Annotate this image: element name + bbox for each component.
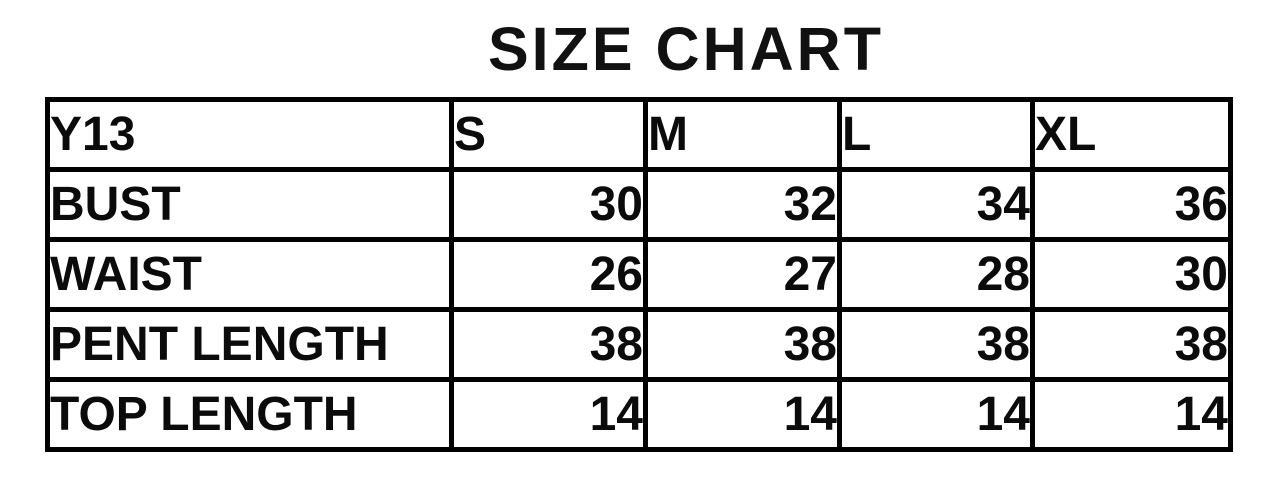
header-cell-size-l: L [837, 97, 1035, 172]
measurement-value: 30 [449, 167, 648, 242]
table-header-row: Y13 S M L XL [45, 97, 1233, 172]
header-cell-size-m: M [643, 97, 842, 172]
table-row-pent-length: PENT LENGTH 38 38 38 38 [45, 307, 1233, 382]
measurement-value: 32 [643, 167, 842, 242]
measurement-value: 27 [643, 237, 842, 312]
measurement-value: 14 [449, 377, 648, 452]
header-cell-size-xl: XL [1030, 97, 1233, 172]
measurement-value: 38 [643, 307, 842, 382]
measurement-value: 38 [837, 307, 1035, 382]
measurement-value: 38 [1030, 307, 1233, 382]
measurement-value: 34 [837, 167, 1035, 242]
measurement-label: WAIST [45, 237, 454, 312]
measurement-value: 26 [449, 237, 648, 312]
page-title: SIZE CHART [488, 15, 884, 83]
header-cell-size-s: S [449, 97, 648, 172]
table-row-top-length: TOP LENGTH 14 14 14 14 [45, 377, 1233, 452]
measurement-value: 28 [837, 237, 1035, 312]
measurement-label: TOP LENGTH [45, 377, 454, 452]
measurement-value: 36 [1030, 167, 1233, 242]
measurement-value: 14 [837, 377, 1035, 452]
table-row-bust: BUST 30 32 34 36 [45, 167, 1233, 242]
measurement-value: 30 [1030, 237, 1233, 312]
measurement-value: 14 [643, 377, 842, 452]
measurement-label: PENT LENGTH [45, 307, 454, 382]
header-cell-style-code: Y13 [45, 97, 454, 172]
measurement-label: BUST [45, 167, 454, 242]
size-chart-table: Y13 S M L XL BUST 30 32 34 36 WAIST 26 2… [45, 97, 1233, 452]
measurement-value: 14 [1030, 377, 1233, 452]
table-row-waist: WAIST 26 27 28 30 [45, 237, 1233, 312]
measurement-value: 38 [449, 307, 648, 382]
